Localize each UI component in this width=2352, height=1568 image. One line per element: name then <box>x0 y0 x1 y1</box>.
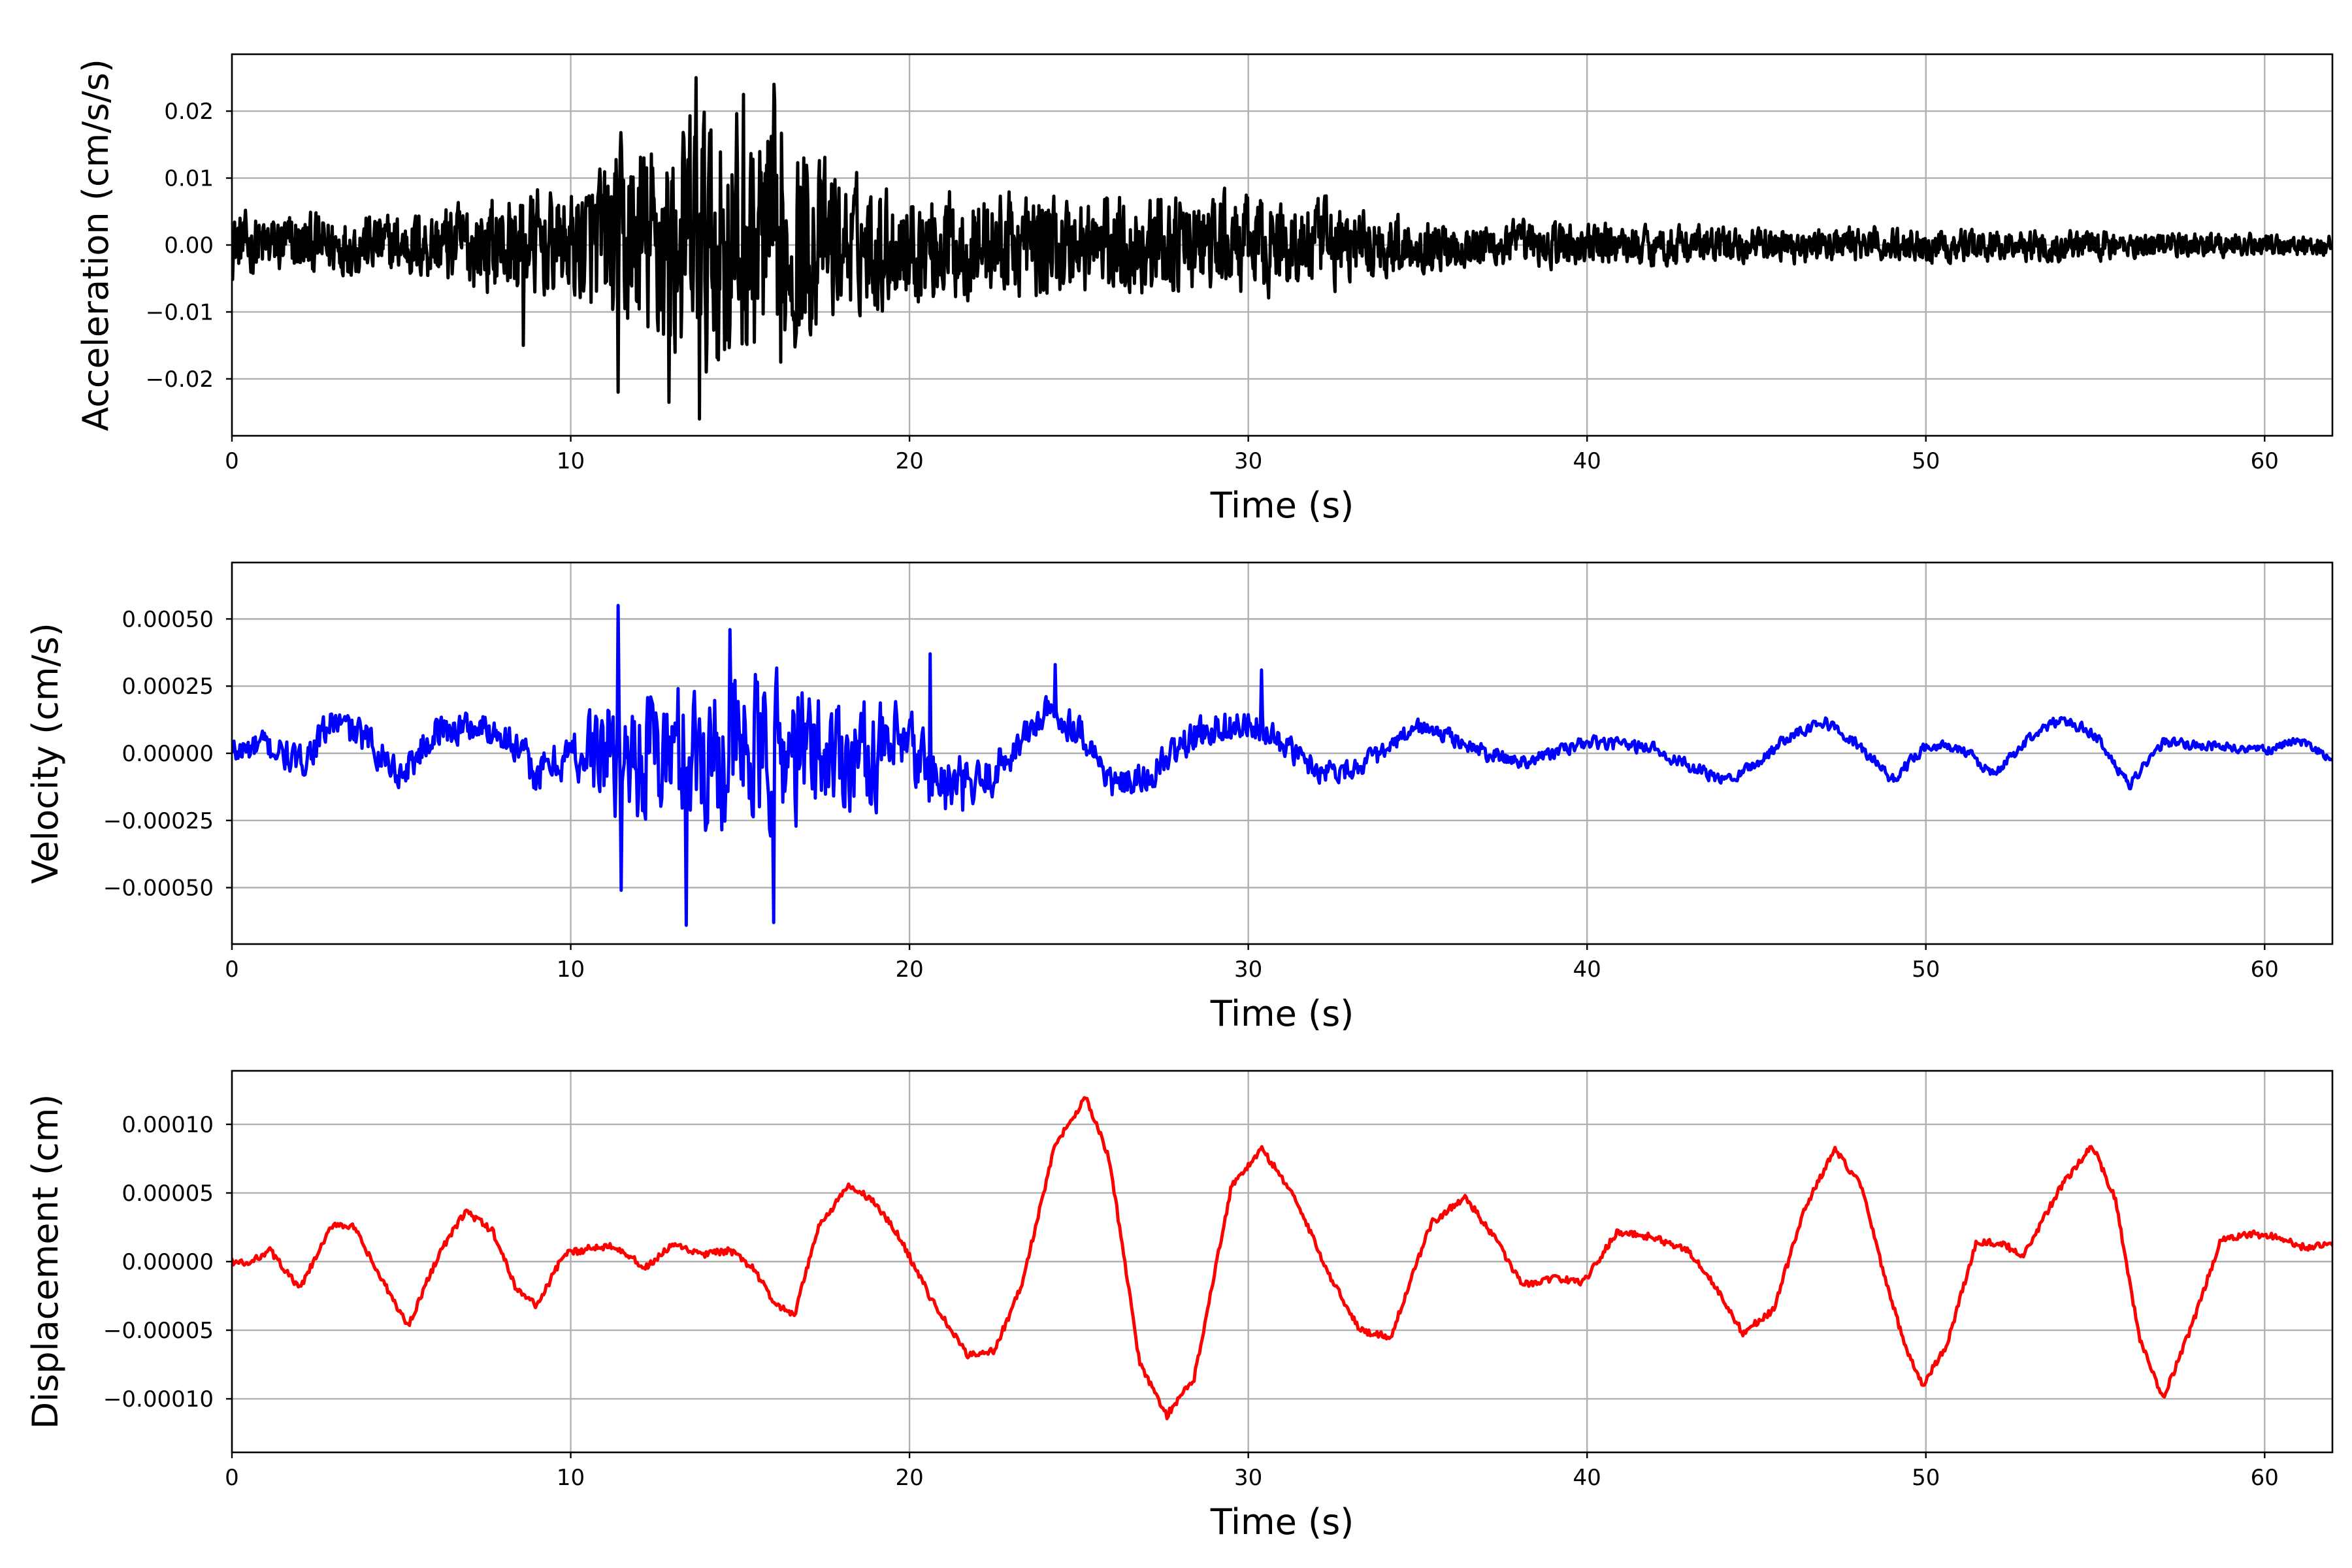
displacement-y-tick-label-3: 0.00005 <box>122 1181 214 1207</box>
displacement-y-tick-label-2: 0.00000 <box>122 1249 214 1275</box>
velocity-panel: 0 10 20 30 40 50 60 −0.00050 −0.00025 0.00000 0.00… <box>25 561 2334 1034</box>
acceleration-y-tick-label-1: −0.01 <box>146 299 214 325</box>
velocity-series <box>232 604 2332 927</box>
acceleration-panel: 0 10 20 30 40 50 60 −0.02 −0.01 0.00 0.01 0.02 Time… <box>75 53 2334 526</box>
velocity-x-tick-label-6: 60 <box>2251 956 2279 983</box>
velocity-x-tick-label-2: 20 <box>895 956 923 983</box>
acceleration-x-tick-label-5: 50 <box>1912 448 1940 474</box>
velocity-x-tick-label-3: 30 <box>1234 956 1262 983</box>
acceleration-x-axis-title: Time (s) <box>1210 485 1354 526</box>
velocity-x-tick-label-0: 0 <box>225 956 239 983</box>
velocity-y-axis-title: Velocity (cm/s) <box>25 623 66 884</box>
displacement-series <box>232 1096 2332 1420</box>
acceleration-y-tick-label-2: 0.00 <box>164 233 214 259</box>
acceleration-series-line <box>232 76 2332 421</box>
displacement-series-line <box>232 1096 2332 1420</box>
displacement-x-tick-label-6: 60 <box>2251 1465 2279 1491</box>
displacement-y-tick-label-1: −0.00005 <box>103 1318 214 1344</box>
velocity-y-tick-label-1: −0.00025 <box>103 808 214 834</box>
displacement-x-tick-label-2: 20 <box>895 1465 923 1491</box>
velocity-x-axis-title: Time (s) <box>1210 993 1354 1034</box>
velocity-series-line <box>232 604 2332 927</box>
velocity-x-tick-label-1: 10 <box>557 956 585 983</box>
displacement-x-tick-label-1: 10 <box>557 1465 585 1491</box>
acceleration-series <box>232 76 2332 421</box>
displacement-x-tick-label-0: 0 <box>225 1465 239 1491</box>
acceleration-x-tick-label-6: 60 <box>2251 448 2279 474</box>
acceleration-ticks: 0 10 20 30 40 50 60 −0.02 −0.01 0.00 0.01 0.02 <box>146 99 2279 474</box>
velocity-x-tick-label-4: 40 <box>1573 956 1601 983</box>
velocity-y-tick-label-0: −0.00050 <box>103 875 214 902</box>
velocity-y-tick-label-4: 0.00050 <box>122 606 214 632</box>
acceleration-x-tick-label-3: 30 <box>1234 448 1262 474</box>
acceleration-x-tick-label-4: 40 <box>1573 448 1601 474</box>
displacement-x-axis-title: Time (s) <box>1210 1501 1354 1543</box>
displacement-y-axis-title: Displacement (cm) <box>25 1094 66 1429</box>
displacement-x-tick-label-5: 50 <box>1912 1465 1940 1491</box>
displacement-x-tick-label-4: 40 <box>1573 1465 1601 1491</box>
displacement-y-tick-label-4: 0.00010 <box>122 1112 214 1138</box>
acceleration-x-tick-label-2: 20 <box>895 448 923 474</box>
velocity-ticks: 0 10 20 30 40 50 60 −0.00050 −0.00025 0.00000 0.00… <box>103 606 2279 983</box>
velocity-y-tick-label-3: 0.00025 <box>122 674 214 700</box>
displacement-panel: 0 10 20 30 40 50 60 −0.00010 −0.00005 0.00000 0.00… <box>25 1070 2334 1543</box>
acceleration-y-tick-label-0: −0.02 <box>146 367 214 393</box>
displacement-ticks: 0 10 20 30 40 50 60 −0.00010 −0.00005 0.00000 0.00… <box>103 1112 2279 1491</box>
acceleration-y-tick-label-3: 0.01 <box>164 166 214 192</box>
acceleration-x-tick-label-1: 10 <box>557 448 585 474</box>
displacement-x-tick-label-3: 30 <box>1234 1465 1262 1491</box>
acceleration-y-tick-label-4: 0.02 <box>164 99 214 125</box>
acceleration-y-axis-title: Acceleration (cm/s/s) <box>75 59 116 431</box>
velocity-y-tick-label-2: 0.00000 <box>122 741 214 767</box>
velocity-x-tick-label-5: 50 <box>1912 956 1940 983</box>
acceleration-x-tick-label-0: 0 <box>225 448 239 474</box>
displacement-y-tick-label-0: −0.00010 <box>103 1386 214 1413</box>
